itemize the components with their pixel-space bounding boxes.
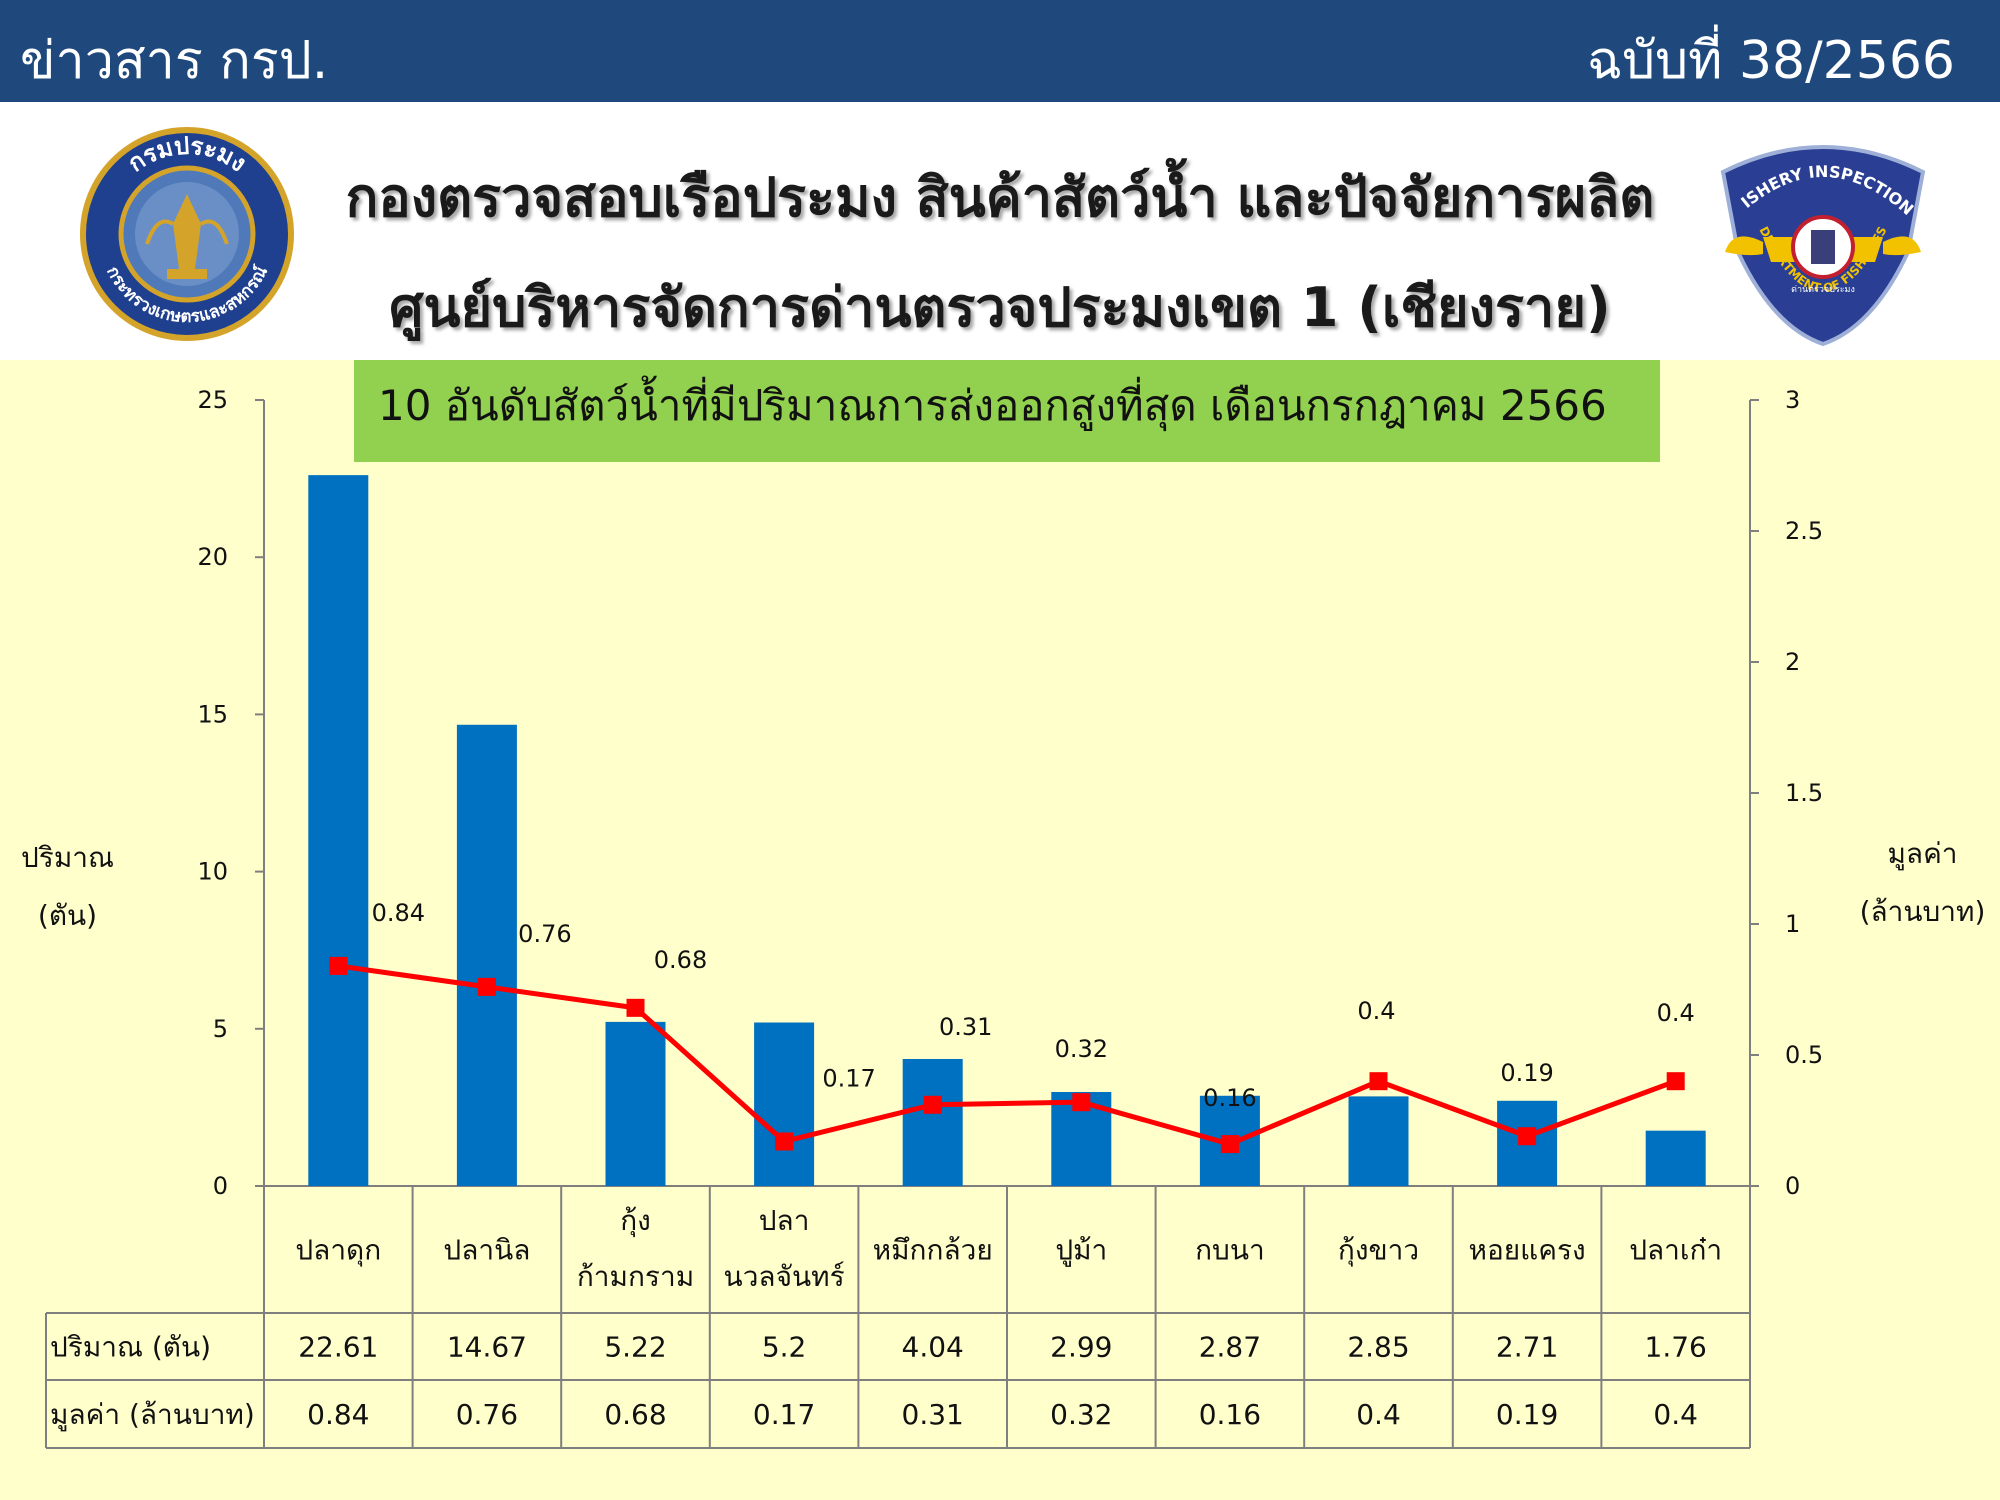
line-point	[1518, 1127, 1537, 1146]
fishery-inspection-badge-logo: FISHERY INSPECTION DEPARTMENT OF FISHERI…	[1703, 132, 1926, 347]
bar	[605, 1021, 666, 1186]
bar	[456, 724, 517, 1186]
y-tick-label-right: 1	[1785, 910, 1800, 938]
svg-text:ด่านตรวจประมง: ด่านตรวจประมง	[1791, 285, 1855, 295]
data-label: 0.19	[1500, 1059, 1553, 1087]
header-bar: ข่าวสาร กรป. ฉบับที่ 38/2566	[0, 0, 2000, 102]
title-line-1: กองตรวจสอบเรือประมง สินค้าสัตว์น้ำ และปั…	[345, 166, 1655, 229]
category-label: ปลาดุก	[295, 1234, 381, 1268]
data-label: 0.32	[1055, 1035, 1108, 1063]
y-axis-left-label: ปริมาณ (ตัน)	[21, 841, 114, 932]
value-line	[337, 963, 1677, 1147]
y-tick-label-left: 20	[197, 543, 228, 571]
category-label: ปูม้า	[1055, 1234, 1107, 1268]
data-label: 0.68	[654, 946, 707, 974]
line-point	[775, 1132, 794, 1151]
table-cell-quantity: 4.04	[902, 1331, 964, 1364]
table-cell-value: 0.68	[604, 1398, 666, 1431]
bar	[902, 1058, 963, 1186]
line-point	[1072, 1093, 1091, 1112]
bar	[1348, 1096, 1409, 1186]
table-cell-value: 0.16	[1199, 1398, 1261, 1431]
table-row-label-quantity: ปริมาณ (ตัน)	[50, 1331, 211, 1364]
table-cell-quantity: 2.85	[1347, 1331, 1409, 1364]
y-tick-label-left: 5	[213, 1015, 228, 1043]
category-label: กบนา	[1195, 1234, 1265, 1267]
y-tick-label-left: 25	[197, 386, 228, 414]
line-point	[329, 956, 348, 975]
table-cell-value: 0.84	[307, 1398, 369, 1431]
y-tick-label-left: 0	[213, 1172, 228, 1200]
category-label: ปลา	[759, 1204, 810, 1237]
newsletter-name: ข่าวสาร กรป.	[20, 31, 329, 91]
data-label: 0.31	[939, 1013, 992, 1041]
line-point	[923, 1095, 942, 1114]
y-tick-label-left: 10	[197, 858, 228, 886]
title-section: กรมประมง กระทรวงเกษตรและสหกรณ์ กองตรวจสอ…	[0, 102, 2000, 360]
chart-title-box: 10 อันดับสัตว์น้ำที่มีปริมาณการส่งออกสูง…	[354, 360, 1660, 462]
table-cell-quantity: 22.61	[298, 1331, 378, 1364]
category-label: กุ้ง	[620, 1204, 651, 1238]
category-label: ปลาเก๋า	[1629, 1234, 1722, 1267]
y-axis-right-label: มูลค่า (ล้านบาท)	[1859, 837, 1986, 928]
table-cell-value: 0.31	[902, 1398, 964, 1431]
category-label: ปลานิล	[443, 1234, 530, 1267]
issue-number: ฉบับที่ 38/2566	[1586, 31, 1955, 91]
y-tick-label-right: 2.5	[1785, 517, 1823, 545]
data-label: 0.4	[1357, 997, 1395, 1025]
table-cell-value: 0.19	[1496, 1398, 1558, 1431]
y-tick-label-right: 0.5	[1785, 1041, 1823, 1069]
y-tick-label-right: 2	[1785, 648, 1800, 676]
table-cell-quantity: 1.76	[1645, 1331, 1707, 1364]
category-label: กุ้งขาว	[1338, 1234, 1419, 1268]
category-label: หอยแครง	[1469, 1234, 1586, 1267]
table-cell-value: 0.17	[753, 1398, 815, 1431]
bar	[308, 475, 369, 1186]
data-label: 0.17	[822, 1064, 875, 1092]
table-cell-quantity: 2.99	[1050, 1331, 1112, 1364]
line-point	[626, 998, 645, 1017]
bar	[1645, 1130, 1706, 1186]
y-tick-label-right: 0	[1785, 1172, 1800, 1200]
category-label: ก้ามกราม	[577, 1260, 694, 1293]
line-point	[1369, 1072, 1388, 1091]
table-cell-value: 0.4	[1653, 1398, 1698, 1431]
table-cell-quantity: 14.67	[447, 1331, 527, 1364]
y-tick-label-right: 3	[1785, 386, 1800, 414]
line-point	[1666, 1072, 1685, 1091]
title-line-2: ศูนย์บริหารจัดการด่านตรวจประมงเขต 1 (เชี…	[389, 276, 1611, 339]
y-tick-label-right: 1.5	[1785, 779, 1823, 807]
table-cell-quantity: 5.22	[604, 1331, 666, 1364]
table-cell-value: 0.32	[1050, 1398, 1112, 1431]
data-label: 0.16	[1203, 1084, 1256, 1112]
table-cell-quantity: 2.71	[1496, 1331, 1558, 1364]
data-label: 0.4	[1657, 999, 1695, 1027]
data-label: 0.84	[372, 899, 425, 927]
bar	[754, 1022, 815, 1186]
category-label: นวลจันทร์	[724, 1260, 845, 1293]
table-cell-value: 0.76	[456, 1398, 518, 1431]
table-cell-quantity: 5.2	[762, 1331, 807, 1364]
category-label: หมึกกล้วย	[873, 1234, 993, 1267]
table-cell-value: 0.4	[1356, 1398, 1401, 1431]
data-label: 0.76	[518, 920, 571, 948]
table-cell-quantity: 2.87	[1199, 1331, 1261, 1364]
y-tick-label-left: 15	[197, 700, 228, 728]
department-seal-logo: กรมประมง กระทรวงเกษตรและสหกรณ์	[80, 127, 294, 341]
line-point	[1220, 1135, 1239, 1154]
table-row-label-value: มูลค่า (ล้านบาท)	[50, 1398, 255, 1432]
line-point	[477, 977, 496, 996]
